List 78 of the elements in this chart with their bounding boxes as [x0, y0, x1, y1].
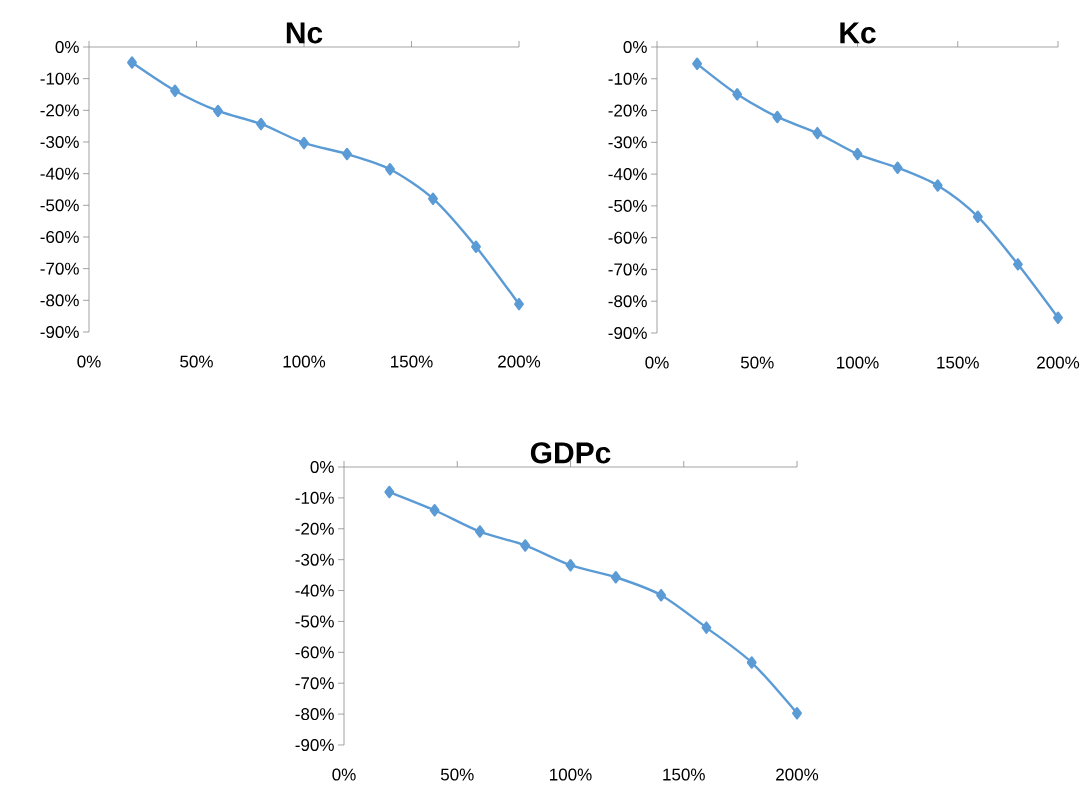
x-tick-label: 200%	[776, 768, 819, 781]
y-tick-label: -40%	[40, 167, 79, 180]
point	[565, 559, 576, 572]
point	[732, 88, 743, 101]
point	[299, 136, 309, 150]
y-tick-label: -10%	[295, 491, 334, 504]
point	[385, 163, 395, 176]
x-tick-label: 100%	[283, 355, 326, 368]
y-tick-label: -80%	[608, 295, 647, 308]
y-tick-label: -70%	[608, 263, 647, 276]
x-tick-label: 200%	[1037, 356, 1080, 369]
x-tick-label: 150%	[663, 768, 705, 781]
point	[746, 656, 757, 669]
point	[429, 504, 440, 517]
point	[656, 588, 667, 602]
point	[692, 57, 703, 71]
point	[213, 104, 223, 118]
y-tick-label: -90%	[40, 325, 79, 339]
point	[772, 110, 783, 124]
y-tick-label: -30%	[608, 136, 647, 149]
y-tick-label: -80%	[295, 708, 334, 721]
point	[471, 240, 481, 253]
y-tick-label: -30%	[295, 553, 334, 566]
point	[892, 161, 903, 174]
y-tick-label: 0%	[310, 460, 334, 474]
point	[474, 525, 485, 538]
point	[972, 210, 983, 223]
y-tick-label: -40%	[608, 168, 647, 181]
x-tick-label: 0%	[645, 356, 669, 369]
y-tick-label: -50%	[295, 615, 334, 628]
point	[610, 571, 621, 584]
point	[256, 117, 266, 131]
point	[428, 192, 438, 205]
x-tick-label: 50%	[440, 768, 474, 781]
y-tick-label: -90%	[295, 738, 334, 752]
point	[792, 706, 802, 720]
y-tick-label: -10%	[40, 72, 79, 85]
point	[384, 485, 395, 499]
y-tick-label: -10%	[608, 72, 647, 85]
x-tick-label: 100%	[550, 768, 592, 781]
point	[1012, 258, 1023, 271]
y-tick-label: 0%	[623, 40, 647, 54]
y-tick-label: -20%	[40, 104, 79, 117]
y-tick-label: -60%	[40, 230, 79, 244]
chart-title: Nc	[286, 22, 323, 44]
chart-title: Kc	[840, 22, 876, 44]
point	[520, 539, 531, 552]
y-tick-label: -50%	[40, 199, 79, 212]
point	[342, 147, 352, 161]
y-tick-label: -20%	[295, 522, 334, 535]
y-tick-label: -60%	[608, 231, 647, 244]
y-tick-label: -60%	[295, 646, 334, 659]
y-tick-label: 0%	[55, 40, 79, 54]
y-tick-label: -50%	[608, 199, 647, 212]
x-tick-label: 0%	[332, 768, 356, 781]
y-tick-label: -30%	[40, 135, 79, 149]
point	[932, 179, 943, 192]
y-tick-label: -70%	[295, 677, 334, 690]
point	[514, 297, 524, 311]
y-tick-label: -80%	[40, 294, 79, 307]
y-tick-label: -40%	[295, 584, 334, 597]
y-tick-label: -20%	[608, 104, 647, 117]
x-tick-label: 200%	[498, 355, 541, 368]
point	[1053, 311, 1063, 324]
x-tick-label: 150%	[937, 356, 979, 369]
point	[852, 147, 863, 161]
y-tick-label: -90%	[608, 326, 647, 340]
point	[170, 84, 180, 97]
point	[812, 126, 823, 140]
point	[127, 56, 137, 69]
y-tick-label: -70%	[40, 262, 79, 275]
x-tick-label: 0%	[77, 355, 101, 368]
x-tick-label: 50%	[180, 355, 213, 368]
point	[701, 621, 712, 634]
x-tick-label: 150%	[391, 355, 433, 368]
x-tick-label: 50%	[740, 356, 774, 369]
chart-title: GDPc	[530, 442, 611, 464]
x-tick-label: 100%	[837, 356, 879, 369]
